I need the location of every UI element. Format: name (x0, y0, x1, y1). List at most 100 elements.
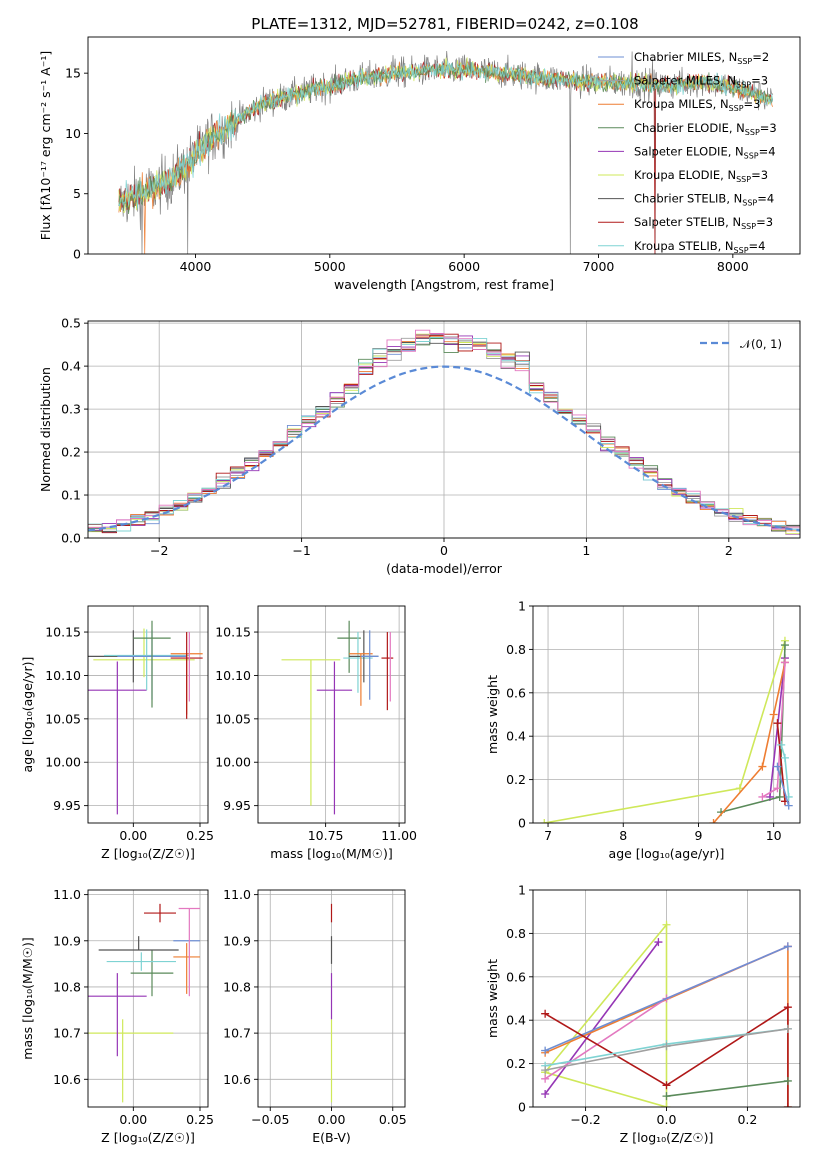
weight-marker (541, 1089, 550, 1098)
weight-marker (662, 1092, 671, 1101)
x-tick-label: 1 (582, 543, 590, 558)
weight-marker (541, 1009, 550, 1018)
legend-label: Kroupa ELODIE, NSSP=3 (634, 168, 768, 184)
weight-marker (662, 1103, 671, 1107)
legend-n: =4 (757, 192, 774, 206)
x-tick-label: 9 (694, 828, 702, 843)
x-tick-label: 0.25 (186, 1112, 214, 1127)
y-axis-label: mass [log₁₀(M/M☉)] (20, 937, 35, 1059)
weight-marker (780, 753, 789, 762)
grid-lines (88, 606, 208, 823)
y-tick-label: 10.15 (215, 625, 251, 640)
errorbar-point (170, 632, 203, 719)
x-tick-label: 10 (766, 828, 782, 843)
errorbar-point (133, 620, 171, 708)
weight-marker (662, 920, 671, 929)
panel-weight-vs-age: 7 8 9 10 0 0.2 0.4 0.6 0.8 1 age [log₁₀(age/yr)] ma… (485, 599, 801, 861)
x-tick-label: 4000 (180, 259, 212, 274)
legend-label: Kroupa STELIB, NSSP=4 (634, 239, 765, 255)
x-tick-label: 11.00 (381, 828, 417, 843)
legend-label: Salpeter MILES, NSSP=3 (634, 74, 768, 90)
legend-subscript: SSP (741, 222, 756, 231)
errorbar-point (381, 632, 394, 711)
errorbar-point (104, 629, 190, 691)
legend-n: =3 (744, 97, 761, 111)
y-tick-label: 10.6 (53, 1072, 81, 1087)
y-tick-label: 1 (518, 883, 526, 898)
weight-marker (780, 658, 789, 667)
panel-weight-vs-Z: −0.2 0.0 0.2 0 0.2 0.4 0.6 0.8 1 Z [log₁₀(Z/Z☉)] m… (485, 883, 801, 1145)
errorbar-point (178, 907, 200, 997)
y-tick-label: 9.95 (53, 798, 81, 813)
errorbar-point (173, 943, 200, 994)
x-tick-label: 0 (440, 543, 448, 558)
axes-frame (257, 889, 406, 1108)
legend-label: 𝒩(0, 1) (740, 337, 782, 351)
weight-marker (783, 1024, 792, 1033)
y-tick-label: 11.0 (53, 887, 81, 902)
legend-subscript: SSP (736, 81, 751, 90)
y-tick-label: 10.8 (223, 979, 251, 994)
weight-series-line (712, 662, 786, 823)
plot-area (88, 329, 800, 535)
x-axis-label: Z [log₁₀(Z/Z☉)] (620, 1130, 714, 1145)
weight-marker (735, 784, 744, 793)
x-tick-label: −2 (150, 543, 168, 558)
x-axis-label: age [log₁₀(age/yr)] (609, 846, 725, 861)
x-tick-label: 7000 (583, 259, 615, 274)
y-tick-label: 10.8 (53, 979, 81, 994)
y-tick-label: 10.7 (53, 1026, 81, 1041)
grid-lines (88, 890, 208, 1107)
grid-lines (533, 605, 800, 824)
y-tick-label: 0.4 (506, 729, 526, 744)
y-tick-label: 0.2 (61, 445, 81, 460)
weight-series-line (666, 1080, 788, 1097)
x-tick-label: 8 (619, 828, 627, 843)
x-axis-label: Z [log₁₀(Z/Z☉)] (101, 846, 195, 861)
x-tick-label: 0.2 (737, 1112, 757, 1127)
legend-subscript: SSP (744, 151, 759, 160)
panel-residuals: −2 −1 0 1 2 0.0 0.1 0.2 0.3 0.4 0.5 (data-model)/er… (38, 316, 801, 576)
y-tick-label: 10.00 (215, 755, 251, 770)
y-tick-label: 10.6 (223, 1072, 251, 1087)
legend-label: Salpeter STELIB, NSSP=3 (634, 215, 773, 231)
errorbar-point (337, 620, 361, 673)
weight-series-line (544, 1005, 789, 1107)
errorbar-point (130, 950, 174, 997)
weight-marker (773, 762, 782, 771)
y-tick-label: 0.8 (506, 642, 526, 657)
weight-marker (541, 1046, 550, 1055)
y-axis-label: mass weight (485, 675, 500, 754)
x-axis-label: (data-model)/error (386, 561, 503, 576)
errorbar-point (88, 661, 147, 815)
weight-marker (709, 819, 718, 823)
gaussian-curve (88, 365, 800, 532)
y-tick-label: 0.2 (506, 1056, 526, 1071)
axes-frame (87, 889, 209, 1108)
legend-n: =4 (759, 144, 776, 158)
y-tick-label: 10.9 (223, 933, 251, 948)
weight-marker (758, 792, 767, 801)
model-spectrum-line (118, 57, 773, 213)
weight-marker (541, 1066, 550, 1075)
weight-marker (758, 762, 767, 771)
errorbar-point (106, 952, 176, 971)
y-tick-label: 0.1 (61, 488, 81, 503)
y-tick-label: 0.8 (506, 926, 526, 941)
x-tick-label: −0.2 (570, 1112, 600, 1127)
weight-series-line (544, 640, 786, 823)
axes-frame (87, 605, 209, 824)
weight-marker (783, 1076, 792, 1085)
errorbar-point (93, 628, 195, 678)
weight-marker (780, 641, 789, 650)
y-tick-label: 9.95 (223, 798, 251, 813)
legend-subscript: SSP (736, 175, 751, 184)
x-axis-label: wavelength [Angstrom, rest frame] (334, 277, 554, 292)
y-tick-label: 15 (65, 66, 81, 81)
weight-series-line (776, 766, 790, 806)
legend-subscript: SSP (729, 104, 744, 113)
plot-area (281, 620, 394, 815)
errorbar-point (349, 653, 373, 706)
legend-subscript: SSP (745, 128, 760, 137)
plot-area (88, 903, 200, 1103)
